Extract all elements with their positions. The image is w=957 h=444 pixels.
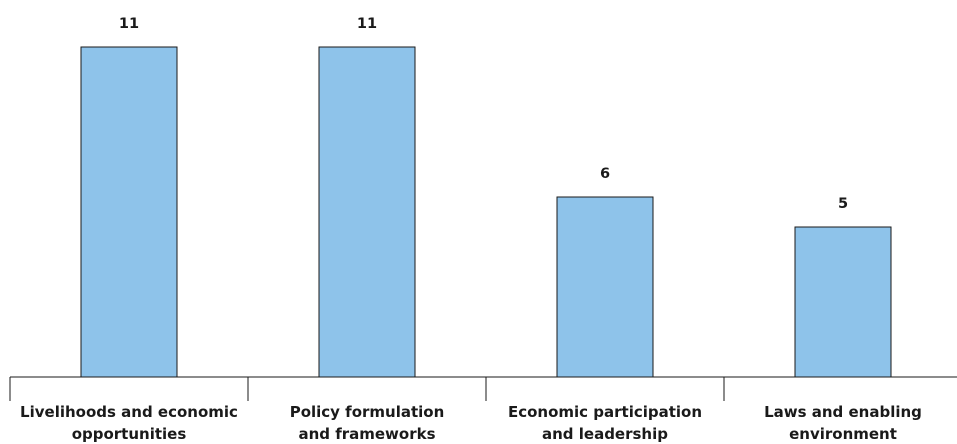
value-labels-group: 11 11 6 5 bbox=[119, 16, 848, 212]
category-label-4: Laws and enabling environment bbox=[764, 403, 922, 443]
value-label-4: 5 bbox=[838, 196, 848, 212]
category-labels-group: Livelihoods and economic opportunities Pol… bbox=[20, 403, 922, 443]
value-label-3: 6 bbox=[600, 166, 610, 182]
category-label-1: Livelihoods and economic opportunities bbox=[20, 403, 238, 443]
value-label-2: 11 bbox=[357, 16, 377, 32]
category-label-3: Economic participation and leadership bbox=[508, 403, 702, 443]
bars-group bbox=[80, 46, 892, 378]
value-label-1: 11 bbox=[119, 16, 139, 32]
bar-2 bbox=[318, 46, 416, 378]
x-axis bbox=[9, 376, 957, 401]
category-label-2: Policy formulation and frameworks bbox=[290, 403, 445, 443]
bar-4 bbox=[794, 226, 892, 378]
bar-3 bbox=[556, 196, 654, 378]
bar-1 bbox=[80, 46, 178, 378]
